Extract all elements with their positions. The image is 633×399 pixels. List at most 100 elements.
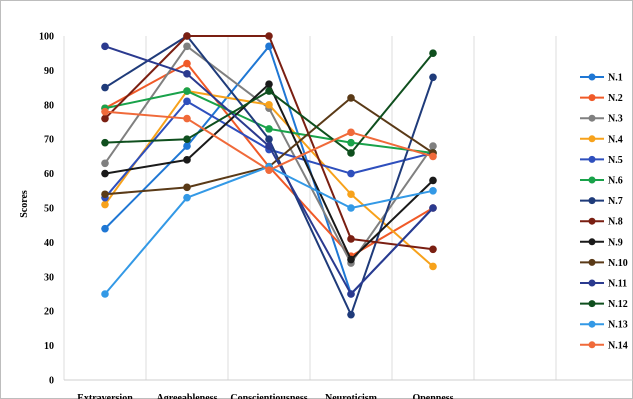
legend-item: N.4 xyxy=(580,134,623,145)
data-point xyxy=(265,42,273,51)
data-point xyxy=(347,94,355,102)
data-point xyxy=(101,169,109,178)
x-tick-label: Neuroticism xyxy=(325,393,378,399)
series-n9 xyxy=(101,80,437,264)
legend-item: N.2 xyxy=(580,93,623,104)
data-point xyxy=(429,187,437,195)
data-point xyxy=(429,152,437,161)
data-point xyxy=(429,245,437,254)
series-n12 xyxy=(101,49,437,157)
y-tick-label: 100 xyxy=(39,32,54,43)
legend-label: N.5 xyxy=(608,155,623,166)
legend-label: N.6 xyxy=(608,176,623,187)
x-tick-label: Extraversion xyxy=(77,393,133,399)
legend-label: N.2 xyxy=(608,93,623,104)
data-point xyxy=(183,183,191,192)
data-point xyxy=(429,49,437,57)
data-point xyxy=(265,32,273,40)
legend-label: N.10 xyxy=(608,258,628,269)
legend-item: N.12 xyxy=(580,299,628,310)
legend-swatch-marker xyxy=(588,217,596,225)
data-point xyxy=(101,114,109,123)
y-tick-label: 70 xyxy=(44,135,54,146)
data-point xyxy=(183,42,191,51)
legend-swatch-marker xyxy=(588,73,596,81)
data-point xyxy=(101,224,109,233)
series-n3 xyxy=(101,42,437,267)
data-point xyxy=(347,290,355,298)
data-point xyxy=(265,80,273,88)
data-point xyxy=(101,107,109,116)
series-lines xyxy=(101,32,437,319)
series-line xyxy=(104,35,434,316)
y-tick-label: 80 xyxy=(44,100,54,111)
legend: N.1 N.2 N.3 N.4 N.5 N.6 N.7 N.8 N.9 N.10 N.11 N.12 N… xyxy=(580,73,628,351)
data-point xyxy=(265,101,273,109)
legend-item: N.14 xyxy=(580,340,628,351)
series-n8 xyxy=(101,32,437,254)
data-point xyxy=(347,169,355,178)
data-point xyxy=(265,142,273,150)
x-tick-label: Agreeableness xyxy=(157,393,218,399)
legend-swatch-marker xyxy=(588,238,596,246)
data-point xyxy=(347,310,355,319)
data-point xyxy=(183,156,191,164)
legend-label: N.1 xyxy=(608,73,623,84)
legend-swatch-marker xyxy=(588,155,596,163)
legend-label: N.14 xyxy=(608,340,628,351)
legend-label: N.12 xyxy=(608,299,628,310)
legend-label: N.3 xyxy=(608,114,623,125)
x-tick-label: Conscientiousness xyxy=(230,393,307,399)
y-tick-label: 10 xyxy=(44,341,54,352)
legend-item: N.6 xyxy=(580,176,623,187)
legend-swatch-marker xyxy=(588,176,596,184)
y-tick-label: 20 xyxy=(44,307,54,318)
legend-swatch-marker xyxy=(588,114,596,122)
legend-swatch-marker xyxy=(588,300,596,308)
y-tick-label: 60 xyxy=(44,169,54,180)
legend-swatch-marker xyxy=(588,279,596,287)
data-point xyxy=(101,200,109,209)
data-point xyxy=(265,135,273,143)
y-tick-label: 50 xyxy=(44,204,54,215)
data-point xyxy=(347,204,355,212)
data-point xyxy=(183,70,191,78)
y-axis-title: Scores xyxy=(19,190,30,218)
y-tick-label: 30 xyxy=(44,272,54,283)
x-tick-labels: Extraversion Agreeableness Conscientiousne… xyxy=(77,393,453,399)
data-point xyxy=(265,87,273,95)
y-tick-label: 40 xyxy=(44,238,54,249)
data-point xyxy=(101,159,109,168)
legend-item: N.7 xyxy=(580,196,623,207)
data-point xyxy=(347,138,355,147)
data-point xyxy=(183,97,191,106)
data-point xyxy=(183,114,191,123)
legend-item: N.3 xyxy=(580,114,623,125)
legend-item: N.13 xyxy=(580,320,628,331)
data-point xyxy=(183,87,191,95)
series-line xyxy=(104,165,434,295)
legend-label: N.9 xyxy=(608,237,623,248)
data-point xyxy=(347,149,355,157)
legend-swatch-marker xyxy=(588,341,596,349)
data-point xyxy=(101,83,109,92)
y-tick-label: 90 xyxy=(44,66,54,77)
legend-label: N.11 xyxy=(608,279,627,290)
data-point xyxy=(183,193,191,202)
data-point xyxy=(347,190,355,199)
legend-item: N.10 xyxy=(580,258,628,269)
legend-swatch-marker xyxy=(588,320,596,328)
data-point xyxy=(429,262,437,271)
y-tick-label: 0 xyxy=(49,376,54,387)
data-point xyxy=(183,59,191,68)
series-n7 xyxy=(101,32,437,319)
data-point xyxy=(429,142,437,150)
legend-item: N.5 xyxy=(580,155,623,166)
legend-swatch-marker xyxy=(588,94,596,102)
data-point xyxy=(101,290,109,298)
x-tick-label: Openness xyxy=(412,393,453,399)
legend-swatch-marker xyxy=(588,135,596,143)
data-point xyxy=(347,255,355,264)
data-point xyxy=(429,204,437,212)
